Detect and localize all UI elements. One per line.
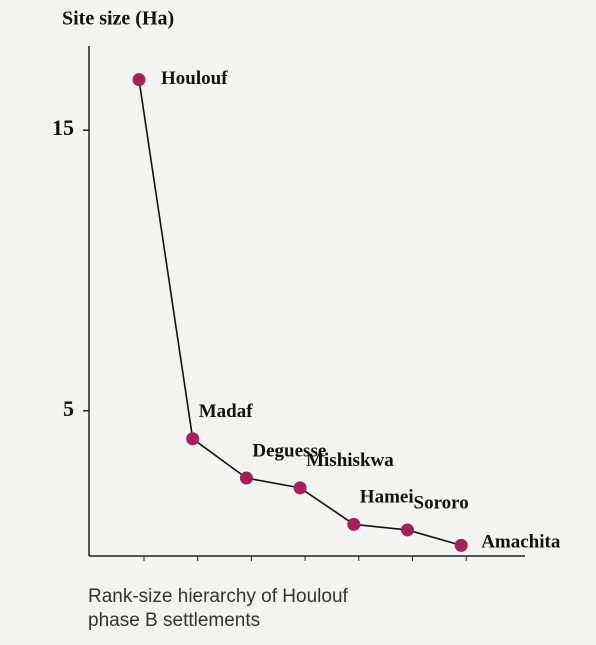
point: [239, 471, 253, 485]
point-label: Houlouf: [161, 68, 228, 89]
chart-title: Site size (Ha): [62, 8, 174, 30]
point-label: Deguesse: [252, 440, 326, 461]
caption: Rank-size hierarchy of Houlouf: [88, 586, 349, 607]
point-label: Hamei: [360, 487, 414, 508]
point: [293, 481, 307, 495]
point: [132, 73, 146, 87]
point: [454, 538, 468, 552]
point: [401, 523, 414, 537]
point-label: Madaf: [199, 401, 254, 422]
point-label: Amachita: [481, 532, 561, 553]
y-tick-label: 15: [52, 115, 74, 140]
caption: phase B settlements: [88, 610, 260, 631]
point-label: Sororo: [414, 492, 469, 513]
point: [347, 517, 361, 531]
point: [186, 432, 200, 446]
point-label: Mishiskwa: [306, 450, 394, 471]
y-tick-label: 5: [63, 396, 74, 421]
